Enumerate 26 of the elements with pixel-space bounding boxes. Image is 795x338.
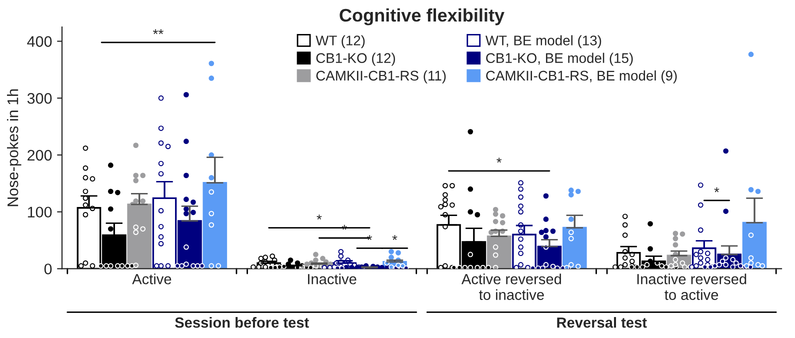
y-tick-label: 100: [28, 206, 52, 218]
annotation: *: [496, 158, 502, 163]
legend-label: CB1-KO, BE model (15): [486, 52, 633, 66]
x-tick-label: Inactive reversed to active: [637, 274, 746, 300]
y-axis-title: Nose-pokes in 1h: [7, 89, 22, 206]
text: Session before test: [175, 317, 309, 328]
annotation: *: [714, 187, 720, 192]
text: Reversal test: [557, 317, 647, 328]
legend-label: CAMKII-CB1-RS, BE model (9): [486, 70, 677, 84]
y-tick-label: 200: [28, 150, 52, 161]
y-tick-label: 400: [27, 36, 52, 47]
legend-label: CAMKII-CB1-RS (11): [316, 70, 446, 84]
annotation: *: [316, 214, 322, 220]
annotation: *: [342, 224, 347, 230]
x-tick-label: Inactive: [308, 274, 356, 284]
annotation: **: [153, 29, 164, 34]
legend-label: WT, BE model (13): [485, 35, 602, 48]
legend-label: WT (12): [316, 35, 365, 48]
annotation: *: [367, 235, 372, 240]
x-tick-label: Active reversed to inactive: [461, 274, 561, 300]
y-tick-label: 300: [27, 92, 52, 104]
legend-label: CB1-KO (12): [316, 52, 396, 66]
x-tick-label: Active: [132, 274, 172, 284]
y-tick-label: 0: [44, 264, 52, 274]
chart-title: Cognitive flexibility: [340, 8, 504, 26]
annotation: *: [392, 235, 398, 240]
